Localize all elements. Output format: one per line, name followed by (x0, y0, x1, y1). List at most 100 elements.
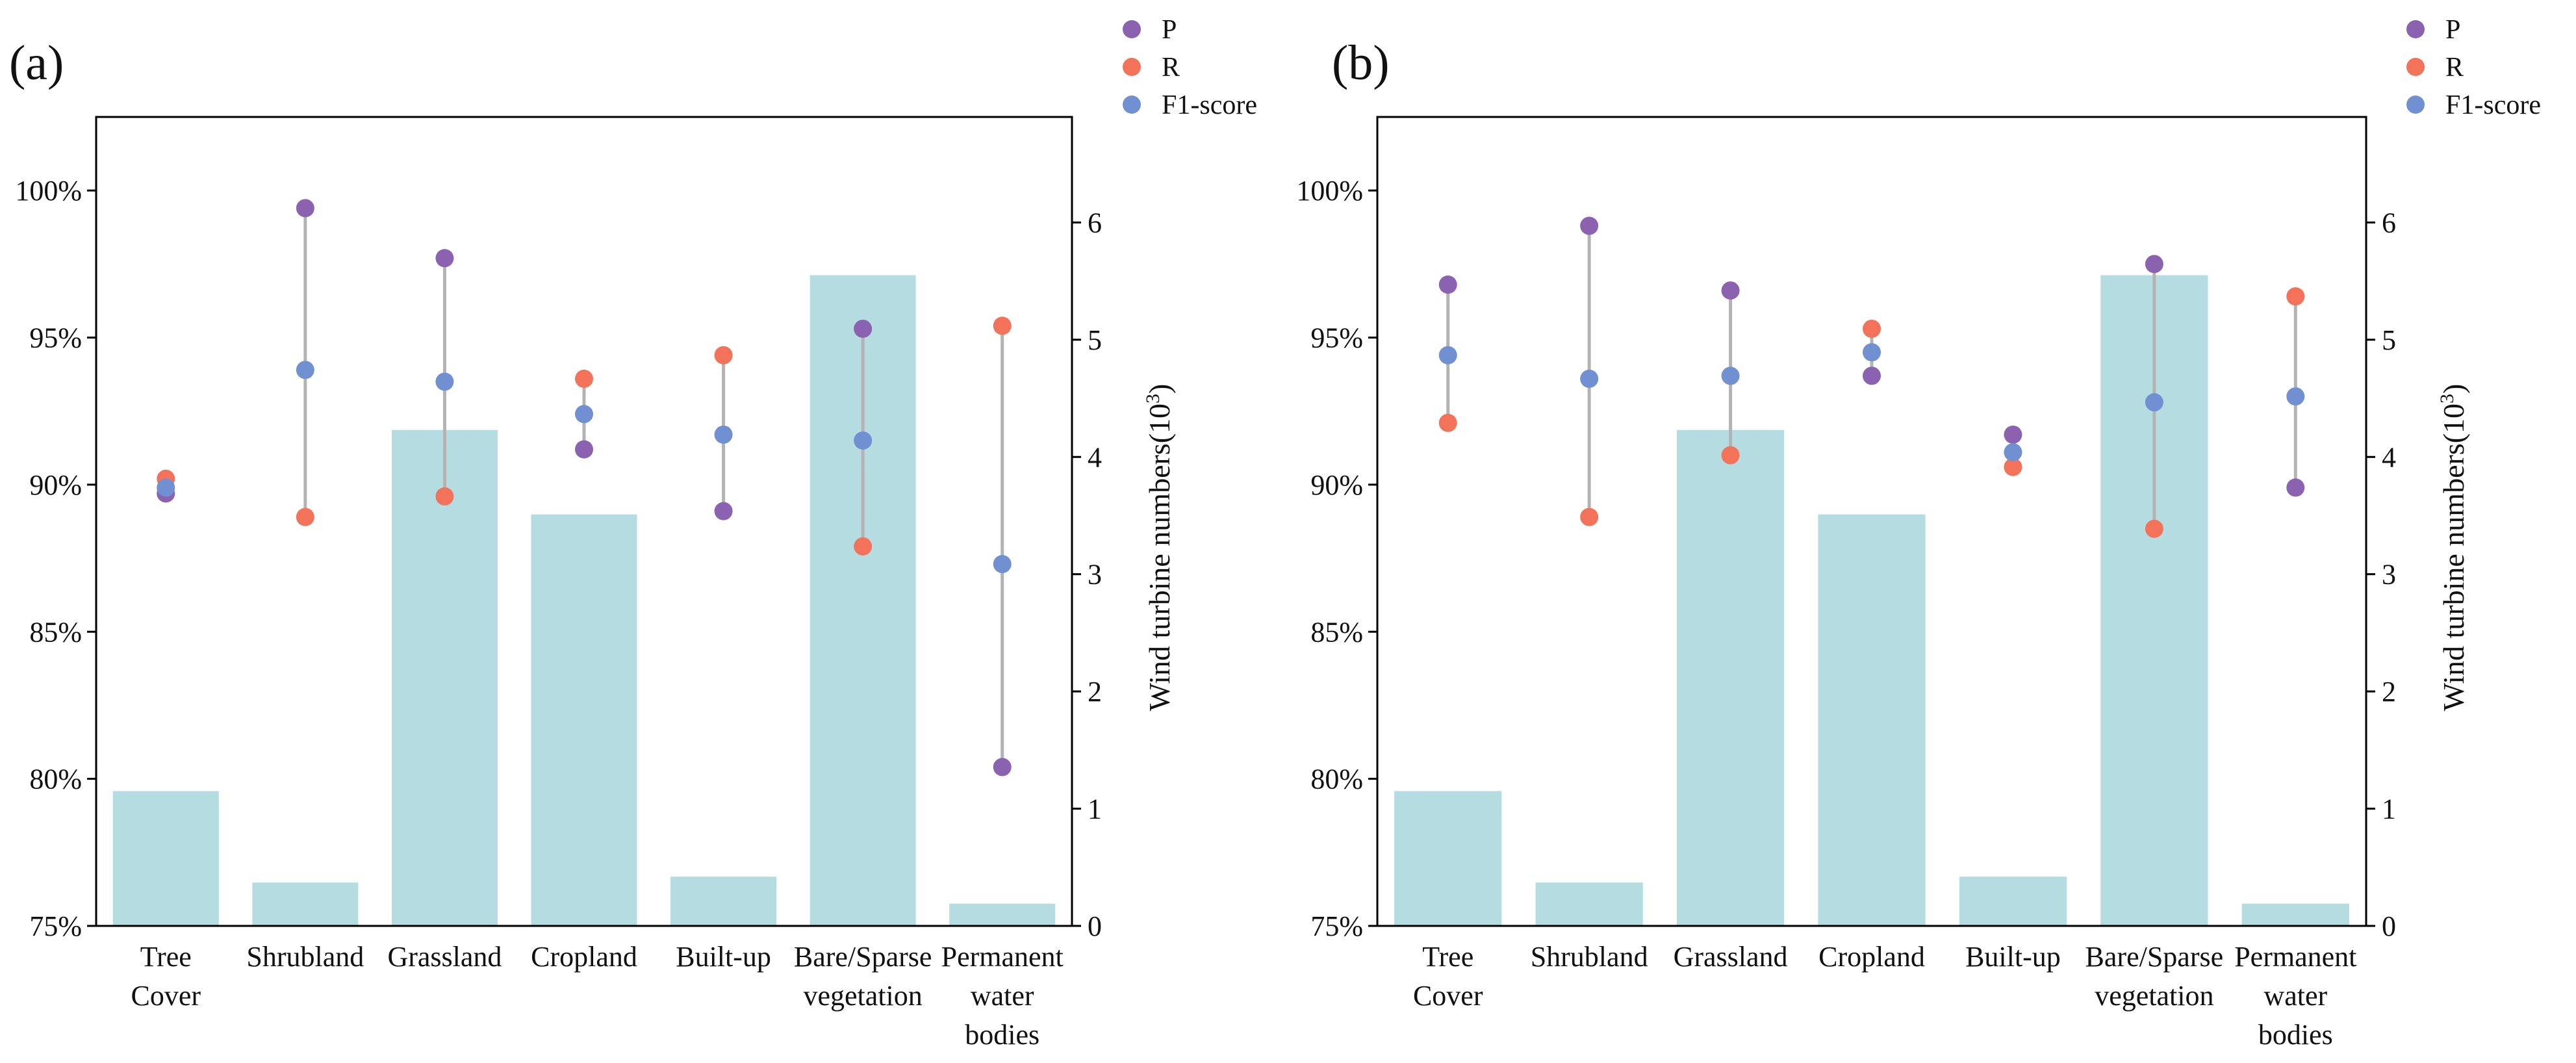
left-tick-label: 75% (29, 910, 82, 942)
point-p-6 (2286, 478, 2305, 497)
panel-b: 75% 80% 85% 90% 95% 100% 0 1 2 3 4 5 6 Wind turbine n… (1296, 15, 2541, 1051)
point-f1-score-0 (157, 478, 175, 497)
point-r-4 (714, 346, 733, 365)
bar-3 (1818, 514, 1926, 926)
point-r-3 (575, 369, 593, 388)
point-r-6 (993, 316, 1012, 335)
category-label-1: Shrubland (1531, 941, 1648, 973)
point-f1-score-5 (2145, 393, 2163, 412)
legend-label-1: R (1162, 53, 1180, 83)
right-axis-title-sup: 3 (1142, 394, 1164, 403)
bar-4 (1959, 877, 2067, 926)
category-label-2: Grassland (1674, 941, 1788, 973)
legend-marker-1 (2406, 58, 2425, 76)
point-f1-score-6 (993, 555, 1012, 574)
right-tick-label: 2 (1088, 676, 1102, 708)
left-tick-label: 100% (1296, 175, 1363, 207)
point-f1-score-4 (2004, 443, 2022, 462)
bar-6 (2241, 903, 2349, 926)
legend-label-2: F1-score (1162, 90, 1257, 120)
category-label-6: water (2264, 980, 2327, 1012)
left-tick-label: 90% (1310, 469, 1363, 501)
category-label-6: Permanent (941, 941, 1064, 973)
point-r-1 (296, 507, 314, 526)
point-f1-score-3 (575, 405, 593, 424)
bar-1 (1535, 882, 1643, 926)
point-f1-score-5 (854, 431, 873, 450)
legend-marker-0 (1123, 20, 1141, 38)
right-axis-title-main: Wind turbine numbers(10 (2437, 403, 2470, 711)
category-label-1: Shrubland (246, 941, 364, 973)
category-label-5: vegetation (2095, 980, 2213, 1012)
bar-4 (670, 877, 777, 926)
point-f1-score-2 (1721, 366, 1740, 385)
legend-marker-0 (2406, 20, 2425, 38)
point-p-0 (1438, 275, 1457, 294)
plot-frame (95, 116, 1073, 927)
point-f1-score-1 (296, 361, 314, 379)
right-axis-title-sup: 3 (2436, 394, 2458, 403)
point-p-5 (854, 319, 873, 338)
point-f1-score-1 (1580, 369, 1599, 388)
category-label-5: Bare/Sparse (794, 941, 932, 973)
panel-label: (b) (1332, 36, 1390, 90)
bar-2 (391, 429, 498, 926)
point-r-6 (2286, 287, 2305, 306)
left-tick-label: 85% (1310, 616, 1363, 648)
right-axis-title-main: Wind turbine numbers(10 (1143, 403, 1176, 711)
plot-frame (1376, 116, 2367, 927)
legend-marker-2 (1123, 96, 1141, 114)
bar-6 (949, 903, 1056, 926)
point-r-5 (2145, 519, 2163, 538)
left-tick-label: 75% (1310, 910, 1363, 942)
point-p-2 (435, 249, 454, 268)
right-tick-label: 5 (1088, 324, 1102, 356)
right-tick-label: 1 (2382, 793, 2396, 825)
point-p-3 (1863, 366, 1881, 385)
right-axis-title: Wind turbine numbers(103) (2436, 384, 2470, 711)
point-r-0 (1438, 413, 1457, 432)
bar-0 (1394, 791, 1502, 926)
legend-label-2: F1-score (2445, 90, 2541, 120)
left-tick-label: 80% (1310, 763, 1363, 795)
right-axis-title: Wind turbine numbers(103) (1142, 384, 1176, 711)
left-tick-label: 85% (29, 616, 82, 648)
left-tick-label: 90% (29, 469, 82, 501)
legend-label-0: P (2445, 15, 2460, 45)
bar-1 (252, 882, 359, 926)
category-label-3: Cropland (531, 941, 637, 973)
right-tick-label: 0 (2382, 910, 2396, 942)
category-label-6: water (971, 980, 1034, 1012)
point-r-2 (435, 487, 454, 506)
category-label-4: Built-up (676, 941, 771, 973)
legend-label-0: P (1162, 15, 1177, 45)
category-label-6: Permanent (2234, 941, 2356, 973)
point-r-5 (854, 537, 873, 556)
right-tick-label: 4 (2382, 441, 2396, 473)
point-p-3 (575, 440, 593, 459)
category-label-6: bodies (2258, 1019, 2333, 1051)
right-tick-label: 5 (2382, 324, 2396, 356)
legend-marker-2 (2406, 96, 2425, 114)
category-label-5: vegetation (804, 980, 923, 1012)
right-tick-label: 0 (1088, 910, 1102, 942)
point-p-6 (993, 758, 1012, 776)
point-r-1 (1580, 507, 1599, 526)
right-axis-title-close: ) (2437, 384, 2470, 394)
right-tick-label: 4 (1088, 441, 1102, 473)
panel-a: 75% 80% 85% 90% 95% 100% 0 1 2 3 4 5 6 Wind turbine n… (9, 15, 1257, 1051)
category-label-6: bodies (965, 1019, 1039, 1051)
point-p-5 (2145, 255, 2163, 274)
category-label-5: Bare/Sparse (2085, 941, 2224, 973)
point-r-2 (1721, 446, 1740, 465)
bar-0 (112, 791, 219, 926)
category-label-2: Grassland (387, 941, 502, 973)
category-label-3: Cropland (1818, 941, 1925, 973)
right-tick-label: 3 (1088, 559, 1102, 591)
legend-label-1: R (2445, 53, 2464, 83)
left-tick-label: 80% (29, 763, 82, 795)
category-label-0: Cover (1413, 980, 1483, 1012)
point-p-4 (2004, 425, 2022, 444)
left-tick-label: 95% (1310, 322, 1363, 354)
